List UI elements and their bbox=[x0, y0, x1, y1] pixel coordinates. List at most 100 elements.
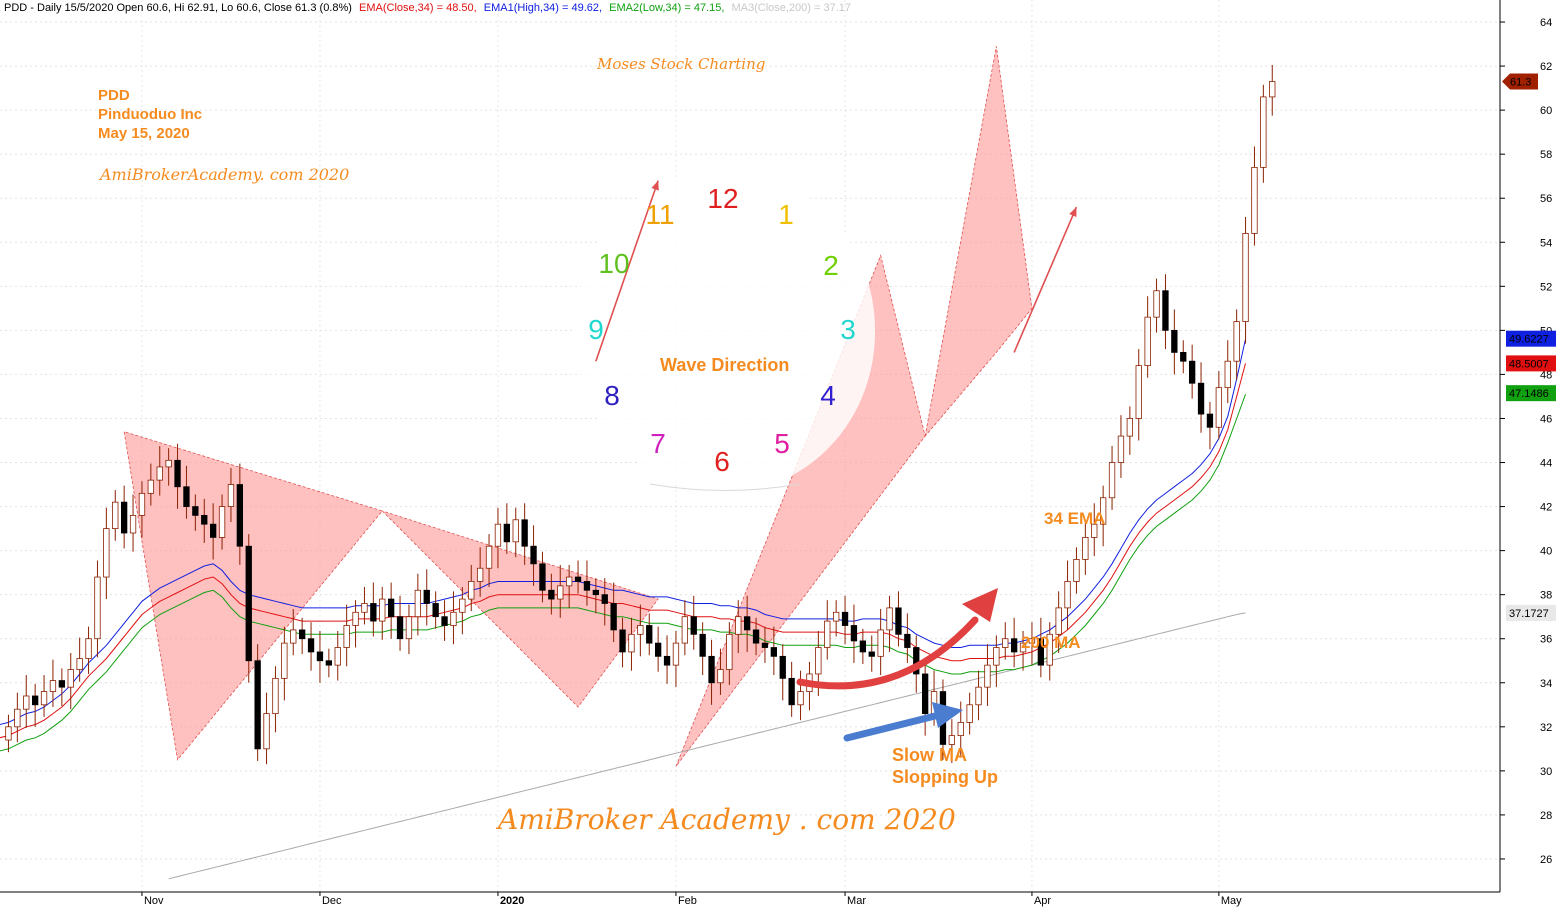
candle-body bbox=[1206, 413, 1214, 428]
x-tick-label: Dec bbox=[322, 895, 342, 907]
candle-body bbox=[40, 691, 48, 706]
right-arrow bbox=[1013, 206, 1078, 353]
candle-body bbox=[192, 506, 199, 516]
candles bbox=[5, 64, 1276, 765]
candle-body bbox=[432, 603, 439, 618]
site-watermark-large: AmiBroker Academy . com 2020 bbox=[495, 803, 956, 836]
y-tick-label: 58 bbox=[1540, 149, 1552, 161]
x-tick-label: Feb bbox=[678, 895, 697, 907]
candle-body bbox=[459, 598, 466, 613]
candle-body bbox=[512, 519, 519, 543]
x-tick-label: Nov bbox=[144, 895, 164, 907]
candle-body bbox=[1251, 166, 1258, 234]
y-tick-label: 36 bbox=[1540, 634, 1552, 646]
candle-body bbox=[868, 651, 875, 657]
candle-body bbox=[708, 655, 715, 684]
candle-body bbox=[183, 486, 190, 507]
y-tick-label: 30 bbox=[1540, 766, 1552, 778]
candle-body bbox=[14, 708, 21, 728]
y-tick-label: 40 bbox=[1540, 546, 1552, 558]
candle-body bbox=[423, 589, 430, 604]
price-tag-bg bbox=[1502, 73, 1538, 90]
header-ema-close: EMA(Close,34) = 48.50, bbox=[359, 2, 477, 14]
slopping-up-label: Slopping Up bbox=[892, 767, 998, 787]
candle-body bbox=[548, 589, 555, 600]
y-tick-label: 34 bbox=[1540, 678, 1552, 690]
candle-body bbox=[503, 523, 511, 543]
header-ma3: MA3(Close,200) = 37.17 bbox=[731, 2, 851, 14]
candle-body bbox=[877, 629, 884, 657]
candle-body bbox=[405, 616, 413, 640]
clock-number: 4 bbox=[820, 380, 836, 411]
y-tick-label: 32 bbox=[1540, 722, 1552, 734]
candle-body bbox=[530, 545, 537, 565]
clock-number: 6 bbox=[714, 446, 730, 477]
candle-body bbox=[245, 545, 252, 662]
candle-body bbox=[165, 459, 172, 468]
candle-body bbox=[281, 642, 288, 679]
candle-body bbox=[201, 514, 208, 525]
candle-body bbox=[379, 598, 386, 622]
candle-body bbox=[797, 691, 804, 706]
site-watermark-small: AmiBrokerAcademy. com 2020 bbox=[98, 165, 349, 184]
candle-body bbox=[1099, 497, 1107, 525]
candle-body bbox=[654, 642, 662, 657]
candle-body bbox=[913, 647, 920, 675]
candle-body bbox=[67, 669, 74, 688]
wave-direction-label: Wave Direction bbox=[660, 355, 789, 375]
candle-body bbox=[1037, 638, 1045, 666]
candle-body bbox=[663, 655, 671, 666]
candle-body bbox=[672, 642, 680, 666]
candle-body bbox=[94, 576, 101, 640]
candle-body bbox=[921, 673, 929, 715]
y-tick-label: 64 bbox=[1540, 17, 1552, 29]
candle-body bbox=[325, 660, 333, 666]
y-tick-label: 60 bbox=[1540, 105, 1552, 117]
clock-number: 12 bbox=[707, 183, 738, 214]
candle-body bbox=[272, 677, 279, 714]
candle-body bbox=[975, 686, 982, 706]
candle-body bbox=[1188, 360, 1196, 384]
x-tick-label: Apr bbox=[1034, 895, 1051, 907]
candle-body bbox=[948, 735, 956, 745]
y-tick-label: 44 bbox=[1540, 458, 1552, 470]
y-tick-label: 56 bbox=[1540, 193, 1552, 205]
y-tick-label: 26 bbox=[1540, 854, 1552, 866]
candle-body bbox=[227, 484, 235, 507]
clock-number: 7 bbox=[650, 428, 666, 459]
candle-body bbox=[583, 581, 591, 591]
candle-body bbox=[752, 629, 760, 644]
candle-body bbox=[770, 647, 778, 657]
candle-body bbox=[815, 647, 822, 675]
price-tag-bg bbox=[1506, 330, 1556, 347]
candle-body bbox=[1073, 559, 1080, 582]
candle-body bbox=[957, 722, 964, 737]
candle-body bbox=[494, 523, 502, 547]
candle-body bbox=[103, 528, 110, 578]
price-tag: 49.6227 bbox=[1506, 330, 1556, 347]
candle-body bbox=[841, 611, 849, 626]
candle-body bbox=[31, 695, 39, 706]
candle-body bbox=[236, 484, 244, 547]
candle-body bbox=[904, 633, 911, 648]
price-tag-bg bbox=[1506, 385, 1556, 402]
moses-label: Moses Stock Charting bbox=[596, 55, 765, 73]
candle-body bbox=[646, 625, 653, 644]
candle-body bbox=[1117, 435, 1125, 463]
candle-body bbox=[699, 633, 706, 657]
ticker-label: PDD bbox=[98, 87, 130, 104]
candle-body bbox=[334, 647, 341, 666]
candle-body bbox=[209, 523, 217, 538]
clock-face bbox=[574, 170, 876, 493]
candle-body bbox=[218, 506, 226, 538]
slow-ma-arrow bbox=[843, 702, 963, 742]
y-tick-label: 38 bbox=[1540, 590, 1552, 602]
candle-body bbox=[761, 642, 769, 648]
candle-body bbox=[1108, 462, 1116, 499]
clock-number: 3 bbox=[840, 314, 856, 345]
candle-body bbox=[850, 625, 858, 642]
candle-body bbox=[49, 680, 57, 692]
price-tag-bg bbox=[1506, 604, 1556, 621]
price-tag-text: 49.6227 bbox=[1509, 334, 1549, 346]
y-tick-label: 54 bbox=[1540, 237, 1552, 249]
